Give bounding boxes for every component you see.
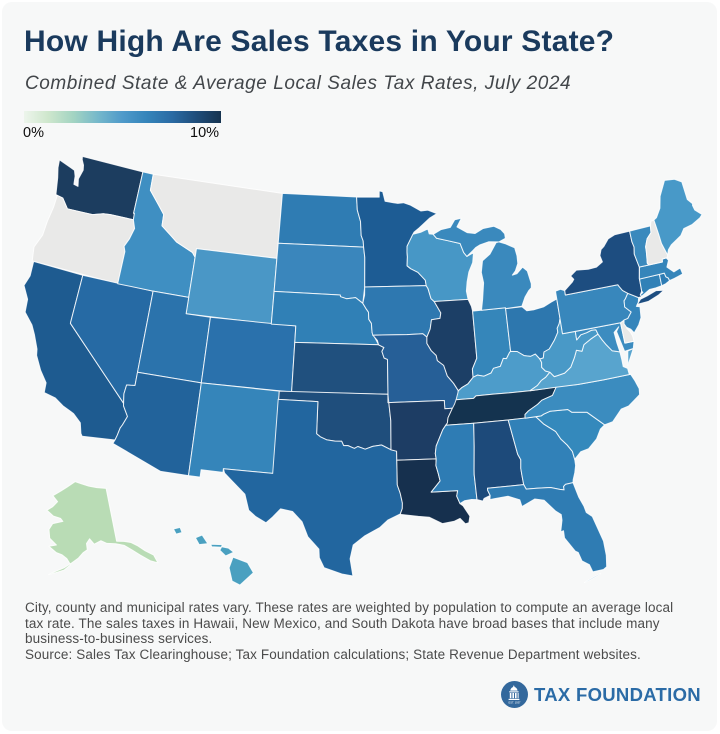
svg-text:EST. 1937: EST. 1937: [509, 701, 522, 705]
